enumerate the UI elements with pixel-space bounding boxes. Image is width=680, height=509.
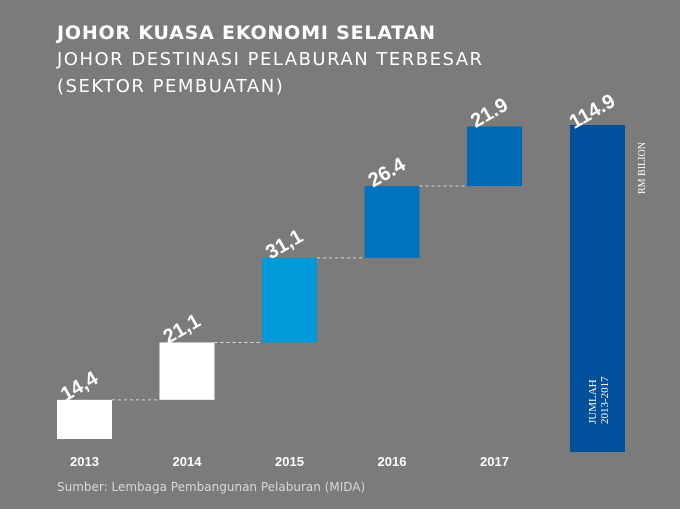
category-label-2013: 2013 [70, 454, 99, 469]
source-note: Sumber: Lembaga Pembangunan Pelaburan (M… [57, 480, 366, 494]
total-bar [570, 125, 625, 452]
chart-title: JOHOR KUASA EKONOMI SELATAN [57, 22, 436, 44]
chart-subtitle-line1: JOHOR DESTINASI PELABURAN TERBESAR [57, 49, 484, 70]
category-label-2016: 2016 [378, 454, 407, 469]
bar-2013 [57, 399, 112, 439]
bar-2017 [467, 126, 522, 187]
total-label-line2: 2013-2017 [599, 376, 611, 424]
unit-label: RM BILION [637, 142, 648, 194]
category-label-2014: 2014 [173, 454, 203, 469]
category-label-2017: 2017 [480, 454, 509, 469]
chart-subtitle-line2: (SEKTOR PEMBUATAN) [57, 76, 285, 97]
total-label-line1: JUMLAH [587, 379, 599, 424]
category-label-2015: 2015 [275, 454, 304, 469]
bar-2014 [159, 342, 215, 400]
bar-2015 [262, 257, 317, 343]
bar-2016 [364, 186, 420, 258]
